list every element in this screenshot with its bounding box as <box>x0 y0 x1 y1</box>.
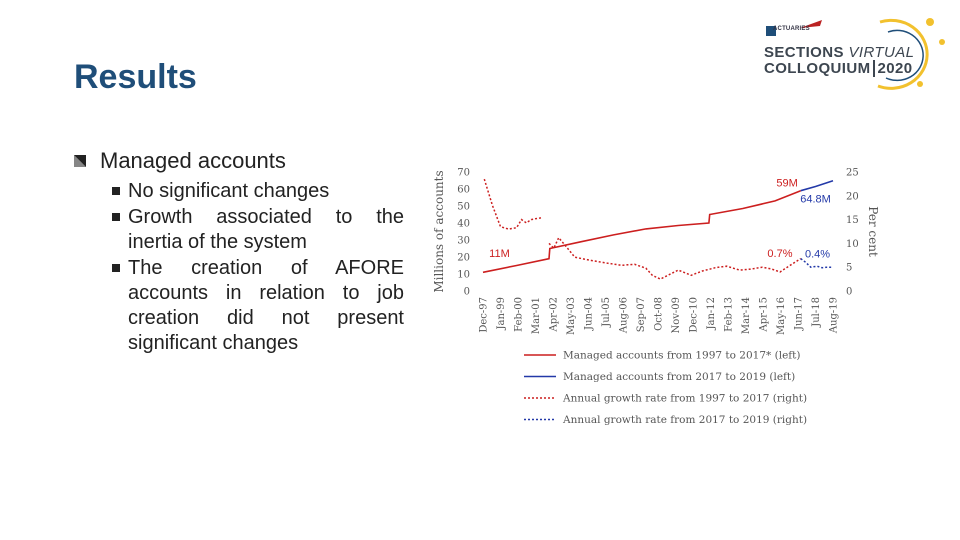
legend-label: Annual growth rate from 1997 to 2017 (ri… <box>562 393 807 405</box>
x-tick-label: May-03 <box>566 297 577 335</box>
x-tick-label: Aug-19 <box>829 297 840 334</box>
bullet-main: Managed accounts <box>74 148 404 174</box>
x-tick-label: Oct-08 <box>654 297 665 331</box>
y-right-tick-label: 20 <box>846 191 859 202</box>
x-tick-label: Jul-05 <box>601 297 612 328</box>
bullet-sub-icon <box>112 213 120 221</box>
legend-label: Managed accounts from 1997 to 2017* (lef… <box>563 350 800 362</box>
data-annotation: 0.4% <box>805 248 830 260</box>
y-right-tick-label: 25 <box>846 168 859 179</box>
y-left-tick-label: 50 <box>457 202 470 213</box>
series-line <box>483 178 543 230</box>
bullet-list: Managed accounts No significant changes … <box>74 148 404 356</box>
x-tick-label: Aug-06 <box>618 297 629 334</box>
logo-year: 2020 <box>872 60 913 77</box>
series-line <box>548 236 802 280</box>
x-tick-label: May-16 <box>776 297 787 335</box>
data-annotation: 11M <box>489 248 510 260</box>
logo-ring-icon <box>766 18 945 90</box>
bullet-sub-icon <box>112 187 120 195</box>
y-right-tick-label: 5 <box>846 263 852 274</box>
y-right-axis-label: Per cent <box>866 206 880 257</box>
x-tick-label: Jun-04 <box>584 297 595 331</box>
data-annotation: 64.8M <box>800 194 831 206</box>
y-left-tick-label: 0 <box>464 287 470 298</box>
y-left-tick-label: 70 <box>457 168 470 179</box>
series-line <box>800 257 833 269</box>
x-tick-label: Sep-07 <box>636 297 647 332</box>
x-tick-label: Jan-12 <box>706 297 717 331</box>
bullet-sub-icon <box>112 264 120 272</box>
x-tick-label: Apr-15 <box>759 297 770 333</box>
x-tick-label: Dec-97 <box>479 297 490 333</box>
x-tick-label: Mar-14 <box>741 297 752 334</box>
growth-chart: 0 10 20 30 40 50 60 70 0 5 10 15 20 25 Millions of acc… <box>432 168 880 427</box>
y-left-tick-label: 40 <box>457 219 470 230</box>
x-tick-label: Jun-17 <box>794 297 805 331</box>
y-left-tick-label: 30 <box>457 236 470 247</box>
x-tick-label: Apr-02 <box>548 297 559 333</box>
bullet-sub-1: No significant changes <box>74 179 404 204</box>
y-left-tick-label: 20 <box>457 253 470 264</box>
data-annotation: 59M <box>776 177 797 189</box>
y-right-tick-label: 15 <box>846 215 859 226</box>
legend-label: Annual growth rate from 2017 to 2019 (ri… <box>562 414 807 426</box>
bullet-square-icon <box>74 155 86 167</box>
x-tick-label: Mar-01 <box>531 297 542 334</box>
y-right-tick-label: 0 <box>846 287 852 298</box>
logo-actuaries-text: ACTUARIES <box>773 26 810 32</box>
slide-title: Results <box>74 58 197 96</box>
bullet-sub-2: Growth associated to the inertia of the … <box>74 205 404 255</box>
logo-line1: SECTIONS VIRTUAL <box>764 44 915 61</box>
y-left-tick-label: 60 <box>457 185 470 196</box>
logo-line2: COLLOQUIUM 2020 <box>764 60 913 77</box>
x-tick-label: Feb-00 <box>513 297 524 332</box>
y-right-tick-label: 10 <box>846 239 859 250</box>
x-tick-label: Jan-99 <box>496 297 507 331</box>
x-tick-label: Dec-10 <box>689 297 700 333</box>
x-tick-label: Feb-13 <box>723 297 734 332</box>
x-tick-label: Jul-18 <box>811 297 822 328</box>
y-left-axis-label: Millions of accounts <box>432 170 446 292</box>
y-left-tick-label: 10 <box>457 270 470 281</box>
series-line <box>482 189 801 274</box>
legend-label: Managed accounts from 2017 to 2019 (left… <box>563 371 795 383</box>
data-annotation: 0.7% <box>767 248 792 260</box>
colloquium-logo: ACTUARIES SECTIONS VIRTUAL COLLOQUIUM 202… <box>760 14 952 92</box>
bullet-sub-3: The creation of AFORE accounts in relati… <box>74 256 404 356</box>
x-tick-label: Nov-09 <box>671 297 682 334</box>
series-line <box>800 180 834 192</box>
